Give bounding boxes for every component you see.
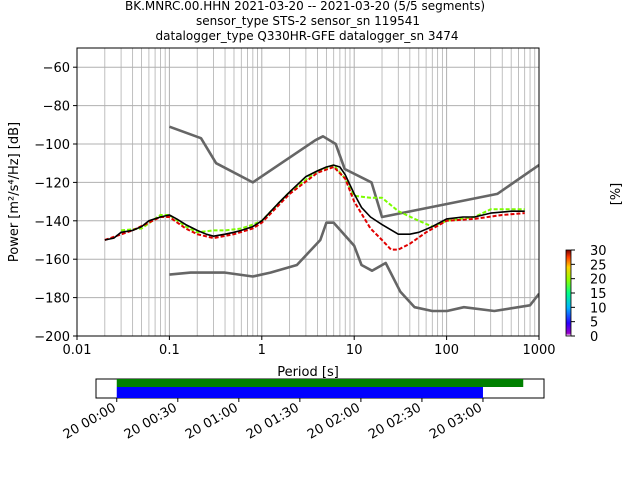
mean-psd-line — [104, 164, 525, 241]
colorbar-tick-label: 20 — [590, 273, 607, 288]
timeline-tick-label: 20 00:00 — [61, 400, 119, 442]
colorbar-tick-label: 0 — [590, 330, 598, 345]
timeline-tick-label: 20 02:00 — [305, 400, 363, 442]
x-tick-label: 10 — [346, 343, 363, 358]
chart-title-line-2: sensor_type STS-2 sensor_sn 119541 — [196, 14, 420, 28]
y-tick-label: −80 — [43, 100, 70, 115]
timeline-tick-label: 20 01:00 — [183, 400, 241, 442]
data-coverage-timeline: 20 00:00 20 00:30 20 01:00 20 01:30 20 02:00… — [61, 378, 545, 443]
x-axis-label: Period [s] — [277, 365, 339, 380]
colorbar-tick-label: 25 — [590, 258, 607, 273]
colorbar-tick-label: 30 — [590, 244, 607, 259]
y-axis-ticks: −60 −80 −100 −120 −140 −160 −180 −200 — [34, 61, 77, 345]
ppsd-plot-area: 0.01 0.1 1 10 100 1000 −60 −80 −100 −120 −140 −160… — [34, 47, 556, 358]
y-axis-label: Power [m²/s⁴/Hz] [dB] — [7, 122, 22, 262]
low-noise-model-line — [169, 221, 539, 313]
timeline-tick-label: 20 02:30 — [366, 400, 424, 442]
y-tick-label: −120 — [34, 176, 70, 191]
x-axis-ticks: 0.01 0.1 1 10 100 1000 — [63, 336, 556, 358]
psd-density-red-line — [104, 165, 525, 251]
colorbar-label: [%] — [609, 183, 624, 206]
y-tick-label: −200 — [34, 330, 70, 345]
plot-series-group — [104, 125, 539, 313]
colorbar-tick-label: 10 — [590, 301, 607, 316]
x-tick-label: 1 — [258, 343, 266, 358]
x-tick-label: 0.1 — [159, 343, 180, 358]
x-tick-label: 1000 — [522, 343, 555, 358]
x-tick-label: 0.01 — [63, 343, 92, 358]
plot-background — [77, 48, 539, 336]
y-tick-label: −60 — [43, 61, 70, 76]
coverage-bar-blue — [116, 387, 483, 398]
timeline-tick-label: 20 03:00 — [427, 400, 485, 442]
colorbar-tick-label: 5 — [590, 316, 598, 331]
timeline-tick-label: 20 00:30 — [122, 400, 180, 442]
x-tick-label: 100 — [434, 343, 459, 358]
colorbar-gradient — [565, 249, 572, 337]
y-tick-label: −140 — [34, 215, 70, 230]
y-tick-label: −180 — [34, 292, 70, 307]
chart-title-line-1: BK.MNRC.00.HHN 2021-03-20 -- 2021-03-20 … — [125, 0, 485, 13]
timeline-ticks: 20 00:00 20 00:30 20 01:00 20 01:30 20 02:00… — [61, 398, 485, 443]
timeline-tick-label: 20 01:30 — [244, 400, 302, 442]
colorbar-tick-label: 15 — [590, 287, 607, 302]
y-tick-label: −100 — [34, 138, 70, 153]
y-tick-label: −160 — [34, 253, 70, 268]
coverage-bar-green — [116, 379, 524, 387]
plot-frame — [76, 47, 540, 337]
chart-title-line-3: datalogger_type Q330HR-GFE datalogger_sn… — [156, 29, 459, 43]
